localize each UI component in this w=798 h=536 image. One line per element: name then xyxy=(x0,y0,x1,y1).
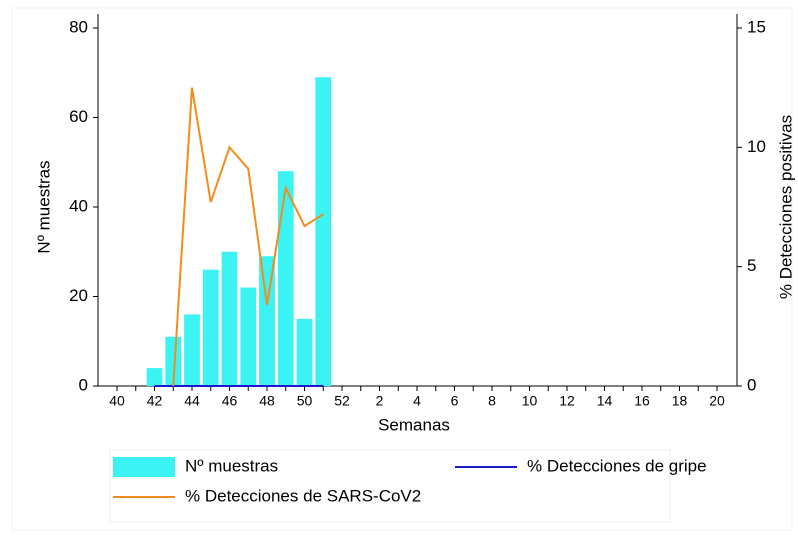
x-tick-label: 48 xyxy=(259,393,275,409)
x-tick-label: 50 xyxy=(297,393,313,409)
legend-label: Nº muestras xyxy=(185,456,278,475)
bar xyxy=(146,368,163,386)
bar xyxy=(184,314,200,386)
x-tick-label: 4 xyxy=(413,393,421,409)
bar xyxy=(296,318,313,386)
bar xyxy=(202,269,219,386)
legend-swatch xyxy=(113,457,175,477)
y-axis-label: Nº muestras xyxy=(34,160,53,253)
y-tick-label: 0 xyxy=(79,375,88,394)
bar xyxy=(259,256,275,386)
x-tick-label: 12 xyxy=(559,393,575,409)
x-tick-label: 14 xyxy=(597,393,613,409)
x-tick-label: 52 xyxy=(334,393,350,409)
x-tick-label: 16 xyxy=(634,393,650,409)
y2-tick-label: 0 xyxy=(747,375,756,394)
y-tick-label: 80 xyxy=(69,17,88,36)
legend-box xyxy=(109,449,671,523)
line xyxy=(172,87,324,387)
x-tick-label: 8 xyxy=(488,393,496,409)
bar xyxy=(315,77,332,386)
y-tick-label: 20 xyxy=(69,286,88,305)
y2-tick-label: 15 xyxy=(747,17,766,36)
x-tick-label: 6 xyxy=(451,393,459,409)
x-tick-label: 18 xyxy=(672,393,688,409)
x-tick-label: 10 xyxy=(522,393,538,409)
legend-label: % Detecciones de gripe xyxy=(527,456,707,475)
x-tick-label: 40 xyxy=(109,393,125,409)
x-tick-label: 20 xyxy=(709,393,725,409)
x-tick-label: 42 xyxy=(147,393,163,409)
y2-tick-label: 10 xyxy=(747,137,766,156)
frame xyxy=(11,7,793,531)
legend-label: % Detecciones de SARS-CoV2 xyxy=(185,486,421,505)
y-tick-label: 40 xyxy=(69,196,88,215)
bar xyxy=(165,336,182,386)
x-tick-label: 2 xyxy=(376,393,384,409)
y2-axis-label: % Detecciones positivas xyxy=(776,115,795,299)
y-tick-label: 60 xyxy=(69,107,88,126)
bar xyxy=(240,287,257,386)
bar xyxy=(221,251,238,386)
bar xyxy=(277,171,294,386)
x-tick-label: 46 xyxy=(222,393,238,409)
x-axis-label: Semanas xyxy=(378,415,450,434)
y2-tick-label: 5 xyxy=(747,256,756,275)
x-tick-label: 44 xyxy=(184,393,200,409)
